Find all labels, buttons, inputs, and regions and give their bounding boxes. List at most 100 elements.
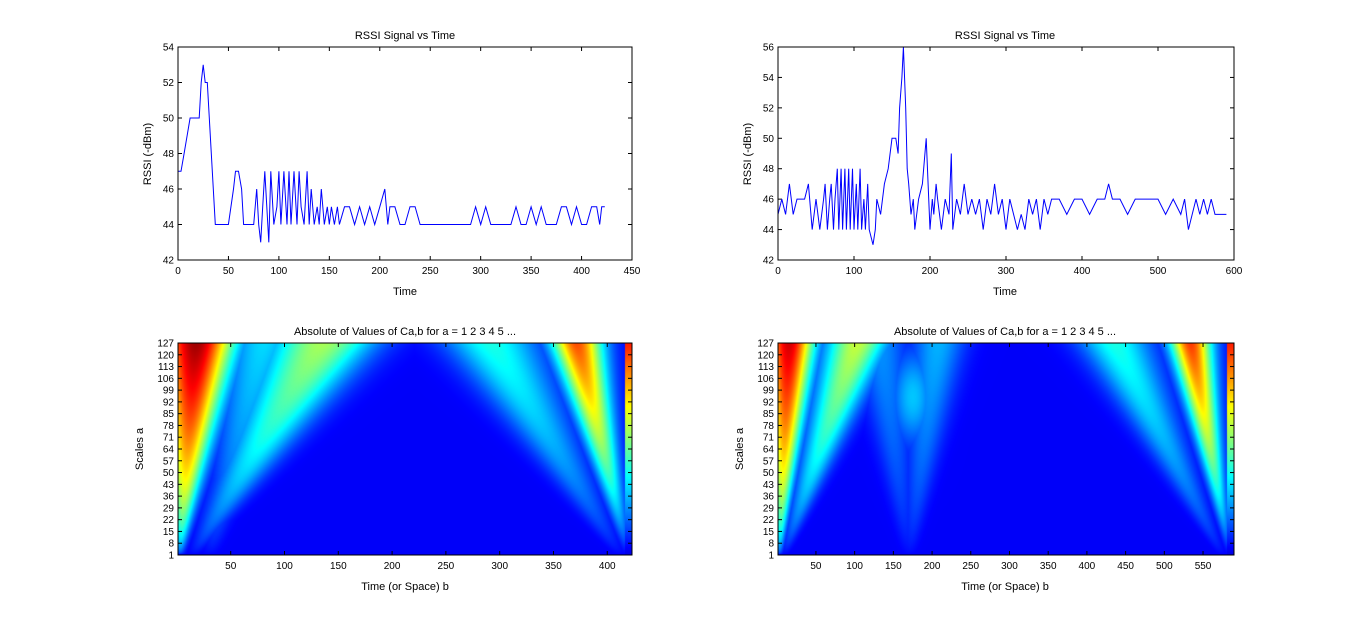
- x-tick-label: 100: [276, 561, 293, 572]
- y-tick-label: 50: [163, 468, 175, 479]
- x-axis-label: Time (or Space) b: [361, 581, 449, 593]
- x-tick-label: 200: [371, 266, 388, 277]
- x-tick-label: 450: [1117, 561, 1134, 572]
- x-tick-label: 50: [225, 561, 237, 572]
- y-tick-label: 50: [763, 134, 775, 145]
- y-tick-label: 85: [763, 409, 775, 420]
- x-tick-label: 600: [1226, 266, 1243, 277]
- x-tick-label: 350: [1040, 561, 1057, 572]
- y-tick-label: 127: [757, 339, 774, 350]
- panel-bottom-right: Absolute of Values of Ca,b for a = 1 2 3…: [734, 326, 1235, 593]
- y-axis-label: RSSI (-dBm): [742, 123, 754, 185]
- y-tick-label: 48: [763, 164, 775, 175]
- y-tick-label: 44: [163, 220, 175, 231]
- y-tick-label: 44: [763, 225, 775, 236]
- axes-frame: [777, 46, 1235, 261]
- y-tick-label: 8: [168, 539, 174, 550]
- chart-title: Absolute of Values of Ca,b for a = 1 2 3…: [294, 326, 516, 338]
- y-tick-label: 36: [763, 492, 775, 503]
- y-tick-label: 64: [763, 445, 775, 456]
- x-tick-label: 300: [1001, 561, 1018, 572]
- ticks: 0 50 100 150 200 250 300 350 400 450 42 44 46 48 50 52 5…: [163, 43, 641, 278]
- x-tick-label: 400: [573, 266, 590, 277]
- y-tick-label: 57: [763, 456, 775, 467]
- y-tick-label: 52: [763, 103, 775, 114]
- x-tick-label: 100: [846, 266, 863, 277]
- x-tick-label: 550: [1195, 561, 1212, 572]
- y-tick-label: 113: [758, 362, 774, 373]
- y-tick-label: 42: [763, 256, 775, 267]
- x-tick-label: 500: [1156, 561, 1173, 572]
- y-axis-label: Scales a: [134, 427, 146, 470]
- x-tick-label: 400: [599, 561, 616, 572]
- x-tick-label: 350: [523, 266, 540, 277]
- y-tick-label: 43: [163, 480, 175, 491]
- y-tick-label: 29: [763, 503, 775, 514]
- y-tick-label: 36: [163, 492, 175, 503]
- chart-title: Absolute of Values of Ca,b for a = 1 2 3…: [894, 326, 1116, 338]
- y-tick-label: 54: [763, 73, 775, 84]
- axes-frame: [177, 342, 633, 556]
- x-tick-label: 250: [962, 561, 979, 572]
- x-tick-label: 200: [384, 561, 401, 572]
- y-tick-label: 29: [163, 503, 175, 514]
- x-tick-label: 0: [175, 266, 181, 277]
- x-tick-label: 350: [545, 561, 562, 572]
- y-tick-label: 92: [763, 397, 775, 408]
- y-tick-label: 46: [163, 185, 175, 196]
- x-tick-label: 100: [271, 266, 288, 277]
- y-tick-label: 1: [168, 551, 174, 562]
- x-tick-label: 250: [438, 561, 455, 572]
- x-tick-label: 300: [998, 266, 1015, 277]
- y-tick-label: 52: [163, 78, 175, 89]
- y-tick-label: 1: [768, 551, 774, 562]
- x-axis-label: Time: [393, 286, 417, 298]
- y-tick-label: 15: [763, 527, 775, 538]
- y-tick-label: 99: [763, 386, 775, 397]
- x-axis-label: Time (or Space) b: [961, 581, 1049, 593]
- panel-top-right: RSSI Signal vs Time 0 100 200 300 400 500 600 4…: [742, 30, 1243, 298]
- y-tick-label: 85: [163, 409, 175, 420]
- y-tick-label: 127: [157, 339, 174, 350]
- x-tick-label: 200: [924, 561, 941, 572]
- y-tick-label: 120: [757, 350, 774, 361]
- series-line: [778, 47, 1227, 245]
- y-tick-label: 42: [163, 256, 175, 267]
- y-tick-label: 64: [163, 445, 175, 456]
- series-line: [178, 64, 605, 243]
- y-tick-label: 57: [163, 456, 175, 467]
- y-tick-label: 22: [763, 515, 775, 526]
- scalogram-image: [178, 343, 632, 555]
- y-tick-label: 106: [757, 374, 774, 385]
- y-tick-label: 50: [763, 468, 775, 479]
- y-tick-label: 71: [763, 433, 775, 444]
- ticks: 0 100 200 300 400 500 600 42 44 46 48 50 52 54 56: [763, 43, 1243, 278]
- y-tick-label: 48: [163, 149, 175, 160]
- y-tick-label: 54: [163, 43, 175, 54]
- y-tick-label: 50: [163, 114, 175, 125]
- x-tick-label: 300: [491, 561, 508, 572]
- ticks: 50 100 150 200 250 300 350 40018152229364350576…: [157, 339, 632, 572]
- y-tick-label: 106: [157, 374, 174, 385]
- x-tick-label: 150: [330, 561, 347, 572]
- y-tick-label: 113: [158, 362, 174, 373]
- y-tick-label: 56: [763, 43, 775, 54]
- y-tick-label: 22: [163, 515, 175, 526]
- y-tick-label: 15: [163, 527, 175, 538]
- y-tick-label: 78: [163, 421, 175, 432]
- y-tick-label: 120: [157, 350, 174, 361]
- x-axis-label: Time: [993, 286, 1017, 298]
- axes-frame: [177, 46, 633, 261]
- y-tick-label: 46: [763, 195, 775, 206]
- y-axis-label: Scales a: [734, 427, 746, 470]
- scalogram-image: [778, 343, 1234, 555]
- x-tick-label: 300: [472, 266, 489, 277]
- ticks: 50 100 150 200 250 300 350 400 450 500 550 18152229…: [757, 339, 1234, 572]
- x-tick-label: 200: [922, 266, 939, 277]
- y-tick-label: 8: [768, 539, 774, 550]
- x-tick-label: 50: [223, 266, 235, 277]
- x-tick-label: 250: [422, 266, 439, 277]
- y-axis-label: RSSI (-dBm): [142, 123, 154, 185]
- x-tick-label: 500: [1150, 266, 1167, 277]
